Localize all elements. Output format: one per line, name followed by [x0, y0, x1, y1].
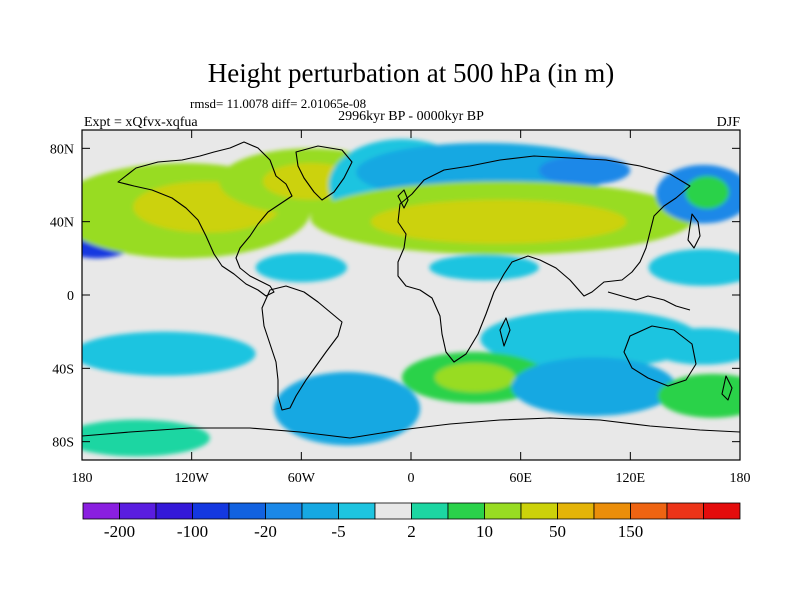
colorbar-label-6: 50	[549, 522, 566, 541]
colorbar-swatch-1	[119, 502, 157, 520]
anomaly-blob-12	[685, 175, 730, 209]
colorbar-label-5: 10	[476, 522, 493, 541]
colorbar-swatch-10	[447, 502, 485, 520]
colorbar-swatch-15	[630, 502, 668, 520]
y-tick-label-0: 80N	[50, 142, 74, 157]
y-tick-label-1: 40N	[50, 216, 74, 231]
colorbar-label-7: 150	[618, 522, 644, 541]
colorbar-swatch-9	[411, 502, 449, 520]
colorbar	[82, 502, 741, 520]
anomaly-blob-10	[370, 199, 627, 244]
coastline-australia	[623, 325, 697, 387]
colorbar-swatch-13	[557, 502, 595, 520]
colorbar-label-2: -20	[254, 522, 277, 541]
axis-ticks	[81, 130, 741, 460]
anomaly-blob-24	[82, 419, 210, 457]
anomaly-blob-18	[648, 328, 740, 365]
chart-title: Height perturbation at 500 hPa (in m)	[208, 58, 614, 88]
chart-subtitle: 2996kyr BP - 0000kyr BP	[338, 109, 484, 124]
colorbar-swatch-5	[265, 502, 303, 520]
coastlines	[82, 141, 740, 439]
colorbar-label-4: 2	[407, 522, 416, 541]
y-tick-label-4: 80S	[52, 436, 74, 451]
colorbar-labels: -200 -100 -20 -5 2 10 50 150	[104, 522, 643, 541]
colorbar-swatch-12	[520, 502, 558, 520]
colorbar-swatch-0	[82, 502, 120, 520]
coastline-north-america	[117, 141, 293, 297]
x-axis-labels: 180 120W 60W 0 60E 120E 180	[72, 471, 751, 486]
colorbar-swatch-14	[593, 502, 631, 520]
colorbar-swatch-17	[703, 502, 741, 520]
colorbar-swatch-7	[338, 502, 376, 520]
x-tick-label-5: 120E	[616, 471, 646, 486]
colorbar-label-3: -5	[331, 522, 345, 541]
coastline-new-zealand	[721, 375, 733, 401]
coastline-eurasia-africa	[397, 155, 691, 363]
colorbar-swatch-6	[301, 502, 339, 520]
coastline-greenland	[295, 145, 353, 201]
anomaly-blob-22	[511, 357, 677, 416]
anomaly-field	[82, 139, 740, 457]
coastline-madagascar	[499, 317, 511, 347]
anomaly-blob-8	[538, 155, 631, 185]
anomaly-blob-17	[480, 309, 700, 369]
map-plot-area	[82, 130, 740, 460]
anomaly-blob-16	[82, 331, 256, 376]
x-tick-label-3: 0	[408, 471, 415, 486]
colorbar-swatch-2	[155, 502, 193, 520]
x-tick-label-0: 180	[72, 471, 93, 486]
x-tick-label-4: 60E	[509, 471, 532, 486]
anomaly-blob-23	[657, 373, 740, 418]
y-tick-label-2: 0	[67, 289, 74, 304]
season-label: DJF	[717, 115, 741, 130]
anomaly-blob-13	[255, 252, 348, 283]
colorbar-label-1: -100	[177, 522, 208, 541]
colorbar-swatch-8	[374, 502, 412, 520]
colorbar-swatch-3	[192, 502, 230, 520]
coastline-south-america	[261, 285, 343, 411]
anomaly-blob-14	[429, 254, 539, 281]
coastline-indonesia	[607, 291, 691, 311]
colorbar-swatch-4	[228, 502, 266, 520]
coastline-japan	[687, 213, 701, 249]
anomaly-blob-19	[273, 372, 421, 446]
y-tick-label-3: 40S	[52, 362, 74, 377]
x-tick-label-6: 180	[730, 471, 751, 486]
colorbar-swatch-16	[666, 502, 704, 520]
experiment-label: Expt = xQfvx-xqfua	[84, 115, 198, 130]
anomaly-blob-15	[648, 249, 740, 286]
colorbar-swatch-11	[484, 502, 522, 520]
coastline-antarctica	[82, 417, 740, 439]
x-tick-label-2: 60W	[288, 471, 316, 486]
y-axis-labels: 80N 40N 0 40S 80S	[50, 142, 74, 450]
stats-line: rmsd= 11.0078 diff= 2.01065e-08	[190, 96, 366, 111]
colorbar-label-0: -200	[104, 522, 135, 541]
x-tick-label-1: 120W	[175, 471, 210, 486]
coastline-uk	[397, 189, 409, 209]
anomaly-blob-21	[434, 362, 516, 393]
